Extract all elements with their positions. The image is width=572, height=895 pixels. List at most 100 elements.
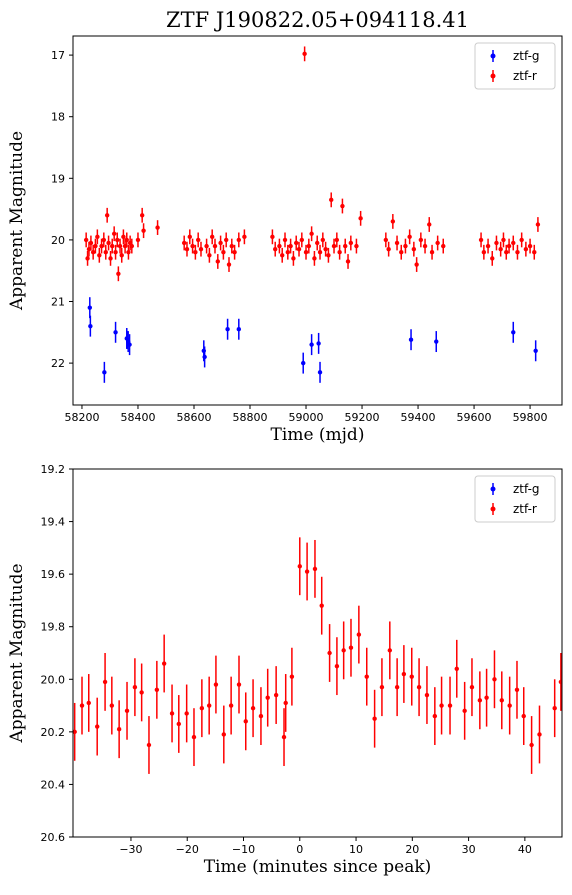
error-point: [213, 655, 219, 714]
error-point: [304, 542, 310, 601]
error-point: [226, 257, 232, 272]
data-point: [315, 240, 320, 246]
error-point: [312, 539, 318, 598]
error-point: [499, 671, 504, 730]
error-point: [407, 229, 412, 245]
error-point: [103, 244, 108, 260]
plot-area: 58200 58400 58600 58800 59000 59200 59400 59600…: [7, 8, 563, 445]
data-point: [161, 661, 167, 666]
error-point: [282, 232, 288, 248]
error-point: [223, 232, 229, 248]
data-point: [202, 354, 207, 360]
error-point: [270, 229, 275, 245]
error-point: [552, 679, 557, 738]
plot-area: −30 −20 −10 0 10 20 30 40 19.2 19.4 19.6 19.8 20.0 20…: [7, 463, 563, 877]
error-point: [329, 192, 334, 208]
data-point: [207, 253, 212, 258]
data-point: [109, 703, 115, 708]
error-point: [113, 321, 118, 343]
error-point: [309, 226, 314, 242]
error-point: [86, 674, 91, 732]
error-point: [387, 621, 393, 680]
error-point: [99, 238, 104, 254]
x-tick-label: −30: [119, 843, 142, 856]
error-point: [273, 241, 278, 257]
axes-frame: [72, 468, 563, 838]
data-point: [232, 250, 237, 255]
data-point: [334, 237, 340, 243]
data-point: [204, 243, 209, 249]
data-point: [184, 246, 190, 252]
error-point: [348, 235, 354, 251]
data-point: [302, 51, 307, 57]
data-point: [317, 250, 323, 255]
data-point: [83, 237, 89, 243]
data-point: [218, 240, 223, 246]
data-point: [316, 341, 321, 346]
data-point: [111, 231, 117, 236]
data-point: [319, 603, 324, 608]
data-point: [209, 234, 215, 240]
data-point: [297, 564, 302, 569]
legend: ztf-g ztf-r: [474, 475, 556, 523]
x-tick-label: 10: [349, 843, 363, 856]
error-point: [316, 332, 321, 354]
data-point: [514, 687, 520, 692]
data-point: [515, 250, 520, 255]
data-point: [195, 237, 201, 243]
legend-label: ztf-g: [513, 482, 540, 496]
data-point: [329, 197, 334, 203]
data-point: [119, 253, 124, 258]
data-point: [343, 243, 348, 249]
error-point: [250, 679, 256, 738]
data-point: [101, 237, 107, 243]
data-point: [429, 250, 435, 255]
error-point: [236, 655, 242, 714]
data-point: [511, 240, 516, 246]
error-point: [507, 676, 512, 735]
error-point: [129, 238, 135, 254]
data-point: [285, 250, 291, 255]
data-point: [418, 237, 424, 243]
error-point: [289, 647, 295, 706]
data-point: [506, 243, 512, 249]
data-point: [409, 674, 414, 679]
error-point: [86, 241, 92, 257]
data-point: [97, 253, 102, 258]
data-point: [86, 246, 92, 252]
error-point: [90, 244, 96, 260]
data-point: [394, 240, 400, 246]
data-point: [223, 237, 229, 243]
error-point: [390, 214, 396, 229]
error-point: [209, 229, 215, 245]
error-point: [434, 331, 439, 353]
chart-title: ZTF J190822.05+094118.41: [166, 8, 469, 32]
data-point: [181, 240, 187, 246]
error-point: [139, 207, 145, 223]
error-point: [358, 210, 363, 226]
data-point: [462, 708, 467, 714]
y-tick-label: 20: [51, 234, 65, 247]
y-tick-label: 17: [51, 49, 65, 62]
data-point: [215, 259, 220, 264]
error-point: [558, 653, 562, 711]
error-point: [372, 689, 377, 748]
error-point: [334, 637, 340, 696]
error-point: [97, 247, 102, 263]
error-point: [115, 232, 120, 248]
error-point: [132, 658, 138, 717]
error-point: [315, 235, 320, 251]
legend-swatch: [490, 486, 496, 492]
error-point: [492, 650, 497, 709]
data-point: [481, 250, 487, 255]
data-point: [221, 250, 226, 255]
data-point: [187, 234, 192, 240]
data-point: [337, 250, 342, 255]
error-point: [193, 244, 198, 260]
data-point: [312, 566, 318, 572]
error-point: [337, 244, 342, 260]
data-point: [299, 237, 305, 243]
data-point: [439, 703, 444, 708]
y-tick-label: 19.4: [41, 516, 66, 529]
legend-swatch: [490, 506, 496, 512]
